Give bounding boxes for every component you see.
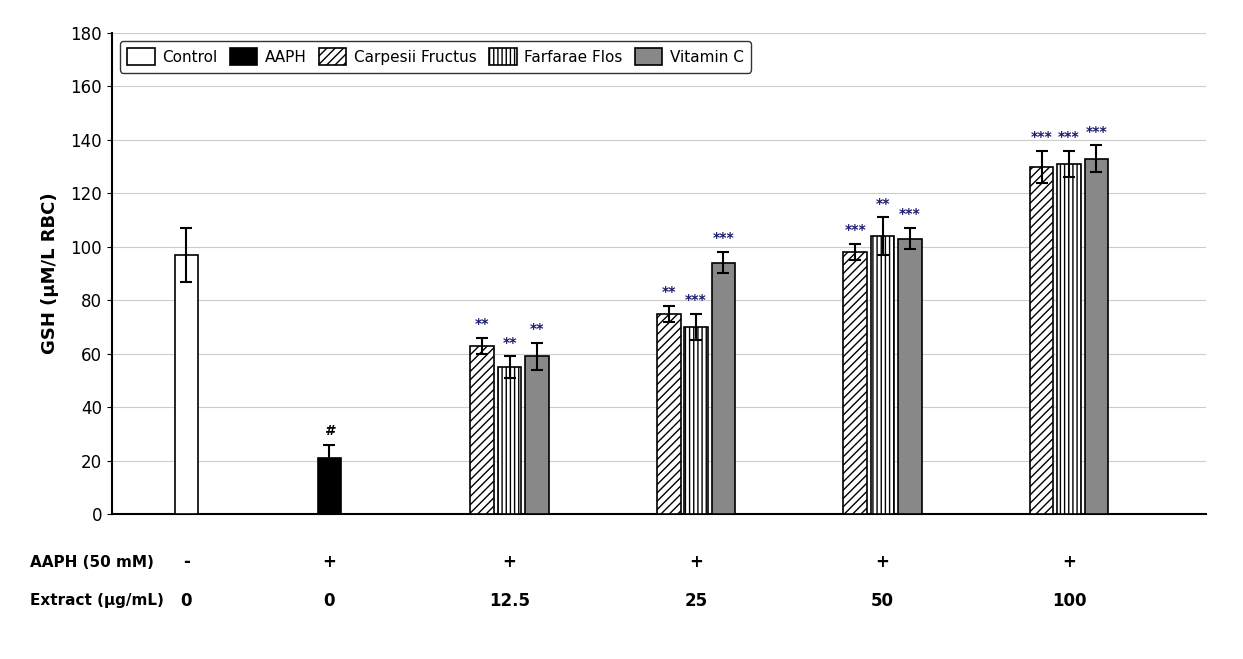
Text: **: ** [530, 322, 544, 336]
Text: **: ** [875, 196, 890, 211]
Bar [843, 252, 868, 514]
Bar [897, 239, 922, 514]
Y-axis label: GSH (μM/L RBC): GSH (μM/L RBC) [41, 192, 60, 355]
Text: ***: *** [685, 293, 707, 307]
Text: Extract (μg/mL): Extract (μg/mL) [30, 593, 164, 608]
Legend: Control, AAPH, Carpesii Fructus, Farfarae Flos, Vitamin C: Control, AAPH, Carpesii Fructus, Farfara… [119, 41, 752, 72]
Bar [174, 255, 198, 514]
Text: 0: 0 [323, 592, 336, 610]
Text: **: ** [475, 317, 490, 331]
Text: ***: *** [1058, 130, 1080, 144]
Bar [497, 367, 522, 514]
Text: ***: *** [712, 231, 735, 245]
Text: ***: *** [844, 223, 866, 237]
Text: 100: 100 [1052, 592, 1086, 610]
Text: **: ** [661, 285, 676, 299]
Text: 12.5: 12.5 [490, 592, 530, 610]
Text: 50: 50 [871, 592, 894, 610]
Bar [1085, 159, 1109, 514]
Text: AAPH (50 mM): AAPH (50 mM) [30, 555, 154, 569]
Bar [1029, 167, 1054, 514]
Text: ***: *** [1030, 130, 1053, 144]
Text: **: ** [502, 335, 517, 350]
Bar [711, 263, 736, 514]
Text: ***: *** [899, 208, 921, 221]
Bar [684, 327, 709, 514]
Bar [470, 345, 495, 514]
Text: 0: 0 [180, 592, 193, 610]
Text: +: + [875, 553, 890, 571]
Text: +: + [689, 553, 704, 571]
Text: ***: *** [1085, 125, 1108, 138]
Text: #: # [324, 424, 334, 438]
Text: +: + [502, 553, 517, 571]
Text: 25: 25 [685, 592, 707, 610]
Bar [525, 357, 549, 514]
Bar [1057, 164, 1080, 514]
Bar [870, 236, 895, 514]
Text: +: + [1062, 553, 1076, 571]
Bar [318, 458, 341, 514]
Text: -: - [183, 553, 190, 571]
Bar [658, 314, 681, 514]
Text: +: + [322, 553, 337, 571]
